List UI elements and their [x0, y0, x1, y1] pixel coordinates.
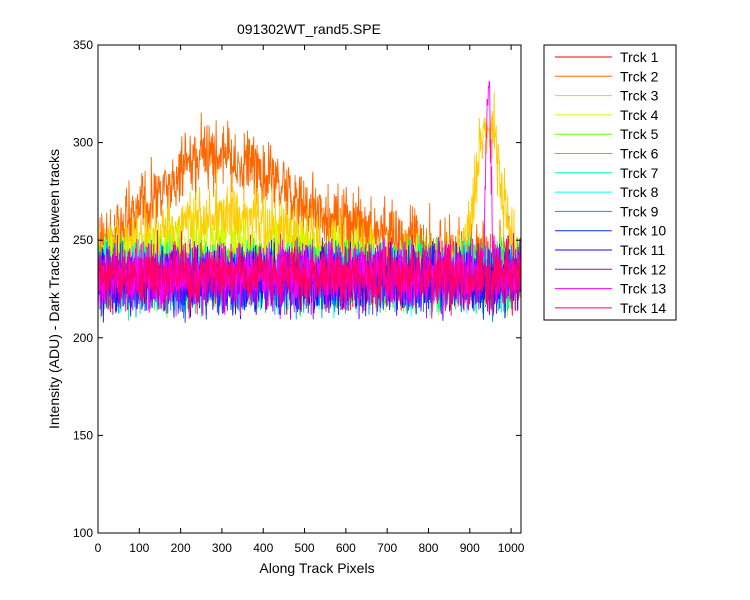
- x-tick-label: 800: [418, 541, 438, 555]
- legend-label: Trck 8: [620, 184, 659, 200]
- x-axis-label: Along Track Pixels: [259, 560, 374, 576]
- x-tick-label: 700: [377, 541, 397, 555]
- x-tick-label: 400: [253, 541, 273, 555]
- x-tick-label: 900: [460, 541, 480, 555]
- legend-label: Trck 12: [620, 261, 666, 277]
- legend-label: Trck 3: [620, 88, 659, 104]
- legend-label: Trck 2: [620, 68, 659, 84]
- plot-frame: [97, 44, 522, 534]
- x-tick-label: 300: [212, 541, 232, 555]
- y-tick-label: 150: [73, 428, 93, 442]
- legend-label: Trck 7: [620, 165, 659, 181]
- y-axis-ticks: 100 150 200 250 300 350: [73, 38, 521, 540]
- legend: Trck 1 Trck 2 Trck 3 Trck 4 Trck 5 Trck 6 Trck…: [543, 44, 677, 321]
- x-tick-label: 200: [171, 541, 191, 555]
- y-tick-label: 250: [73, 233, 93, 247]
- legend-label: Trck 1: [620, 49, 659, 65]
- y-tick-label: 350: [73, 38, 93, 52]
- plot-area: [97, 44, 522, 534]
- x-tick-label: 500: [295, 541, 315, 555]
- series-line-trck-14: [97, 230, 522, 319]
- y-tick-label: 100: [73, 526, 93, 540]
- legend-label: Trck 13: [620, 281, 666, 297]
- y-tick-label: 200: [73, 331, 93, 345]
- legend-label: Trck 4: [620, 107, 659, 123]
- x-tick-label: 1000: [498, 541, 525, 555]
- legend-label: Trck 9: [620, 203, 659, 219]
- legend-items: Trck 1 Trck 2 Trck 3 Trck 4 Trck 5 Trck 6 Trck…: [555, 49, 666, 316]
- legend-label: Trck 6: [620, 146, 659, 162]
- x-tick-label: 100: [129, 541, 149, 555]
- legend-label: Trck 5: [620, 126, 659, 142]
- x-axis-ticks: 0 100 200 300 400 500 600 700 800 900 1000: [95, 45, 525, 555]
- legend-label: Trck 11: [620, 242, 665, 258]
- chart-title: 091302WT_rand5.SPE: [237, 21, 381, 37]
- legend-label: Trck 14: [620, 300, 666, 316]
- y-axis-label: Intensity (ADU) - Dark Tracks between tr…: [46, 149, 62, 429]
- y-tick-label: 300: [73, 136, 93, 150]
- x-tick-label: 0: [95, 541, 102, 555]
- legend-box: [543, 44, 677, 321]
- x-tick-label: 600: [336, 541, 356, 555]
- series-lines: [97, 80, 522, 323]
- legend-label: Trck 10: [620, 223, 666, 239]
